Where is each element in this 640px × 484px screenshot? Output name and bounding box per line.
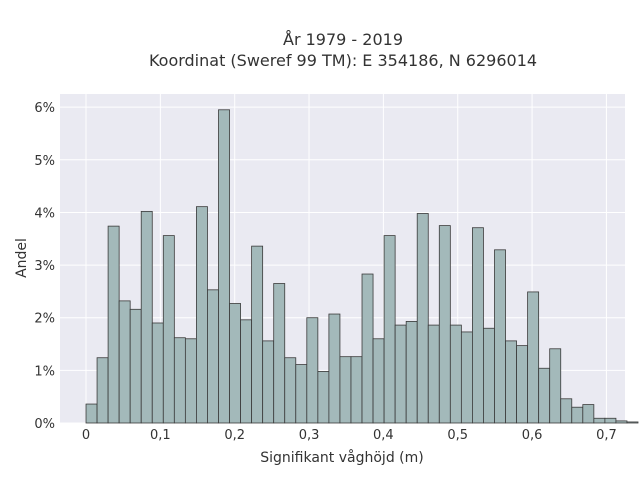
- histogram-bar: [604, 417, 617, 424]
- x-axis-label: Signifikant våghöjd (m): [260, 449, 423, 466]
- histogram-bar: [295, 364, 308, 424]
- histogram-bar: [394, 324, 407, 424]
- histogram-bar: [483, 327, 495, 424]
- histogram-bar: [162, 235, 175, 424]
- histogram-bar: [240, 319, 253, 424]
- histogram-bar: [549, 348, 562, 424]
- histogram-bar: [626, 421, 639, 424]
- y-tick-label: 0%: [34, 417, 55, 432]
- y-tick-label: 1%: [34, 364, 55, 379]
- histogram-bar: [560, 398, 573, 424]
- histogram-bar: [383, 235, 396, 424]
- y-axis-ticks: 0% 1% 2% 3% 4% 5% 6%: [34, 101, 55, 432]
- x-tick-label: 0: [82, 428, 90, 443]
- histogram-bar: [372, 338, 385, 424]
- histogram-bars: [85, 109, 639, 424]
- histogram-bar: [505, 340, 517, 424]
- x-tick-label: 0,7: [596, 428, 617, 443]
- histogram-bar: [107, 225, 120, 424]
- histogram-bar: [96, 357, 109, 424]
- histogram-bar: [251, 245, 264, 424]
- histogram-bar: [306, 317, 319, 424]
- histogram-bar: [416, 213, 429, 424]
- y-tick-label: 6%: [34, 101, 55, 116]
- y-tick-label: 2%: [34, 312, 55, 327]
- histogram-bar: [317, 371, 330, 424]
- y-axis-label: Andel: [14, 238, 30, 278]
- y-tick-label: 4%: [34, 206, 55, 221]
- histogram-bar: [350, 356, 363, 424]
- histogram-bar: [449, 324, 462, 424]
- y-tick-label: 5%: [34, 154, 55, 169]
- histogram-bar: [196, 206, 208, 424]
- histogram-bar: [516, 345, 529, 424]
- histogram-bar: [151, 322, 164, 424]
- histogram-bar: [460, 331, 473, 424]
- histogram-bar: [229, 303, 241, 424]
- histogram-bar: [273, 283, 286, 424]
- x-tick-label: 0,1: [150, 428, 171, 443]
- histogram-bar: [262, 340, 275, 424]
- histogram-bar: [527, 291, 540, 424]
- x-tick-label: 0,6: [522, 428, 543, 443]
- x-tick-label: 0,2: [224, 428, 245, 443]
- histogram-bar: [538, 367, 551, 424]
- histogram-bar: [218, 109, 230, 424]
- y-tick-label: 3%: [34, 259, 55, 274]
- x-axis-ticks: 0 0,1 0,2 0,3 0,4 0,5 0,6 0,7: [82, 428, 617, 443]
- chart-title-line-1: År 1979 - 2019: [283, 30, 403, 49]
- histogram-bar: [582, 404, 595, 424]
- histogram-bar: [85, 403, 98, 424]
- histogram-bar: [173, 337, 186, 424]
- chart-title-line-2: Koordinat (Sweref 99 TM): E 354186, N 62…: [149, 51, 537, 70]
- histogram-bar: [184, 338, 197, 424]
- histogram-bar: [339, 356, 352, 424]
- histogram-bar: [140, 210, 153, 424]
- histogram-bar: [361, 273, 374, 424]
- histogram-bar: [593, 417, 606, 424]
- histogram-bar: [328, 313, 341, 424]
- histogram-bar: [615, 420, 628, 424]
- histogram-bar: [438, 225, 451, 424]
- x-tick-label: 0,4: [373, 428, 394, 443]
- histogram-bar: [571, 406, 584, 424]
- histogram-bar: [284, 357, 297, 424]
- histogram-bar: [207, 289, 219, 424]
- histogram-bar: [405, 321, 418, 424]
- x-tick-label: 0,5: [447, 428, 468, 443]
- histogram-bar: [494, 249, 506, 424]
- histogram-bar: [118, 300, 131, 424]
- histogram-bar: [472, 227, 484, 424]
- histogram-bar: [427, 324, 440, 424]
- x-tick-label: 0,3: [299, 428, 320, 443]
- histogram-bar: [129, 308, 142, 424]
